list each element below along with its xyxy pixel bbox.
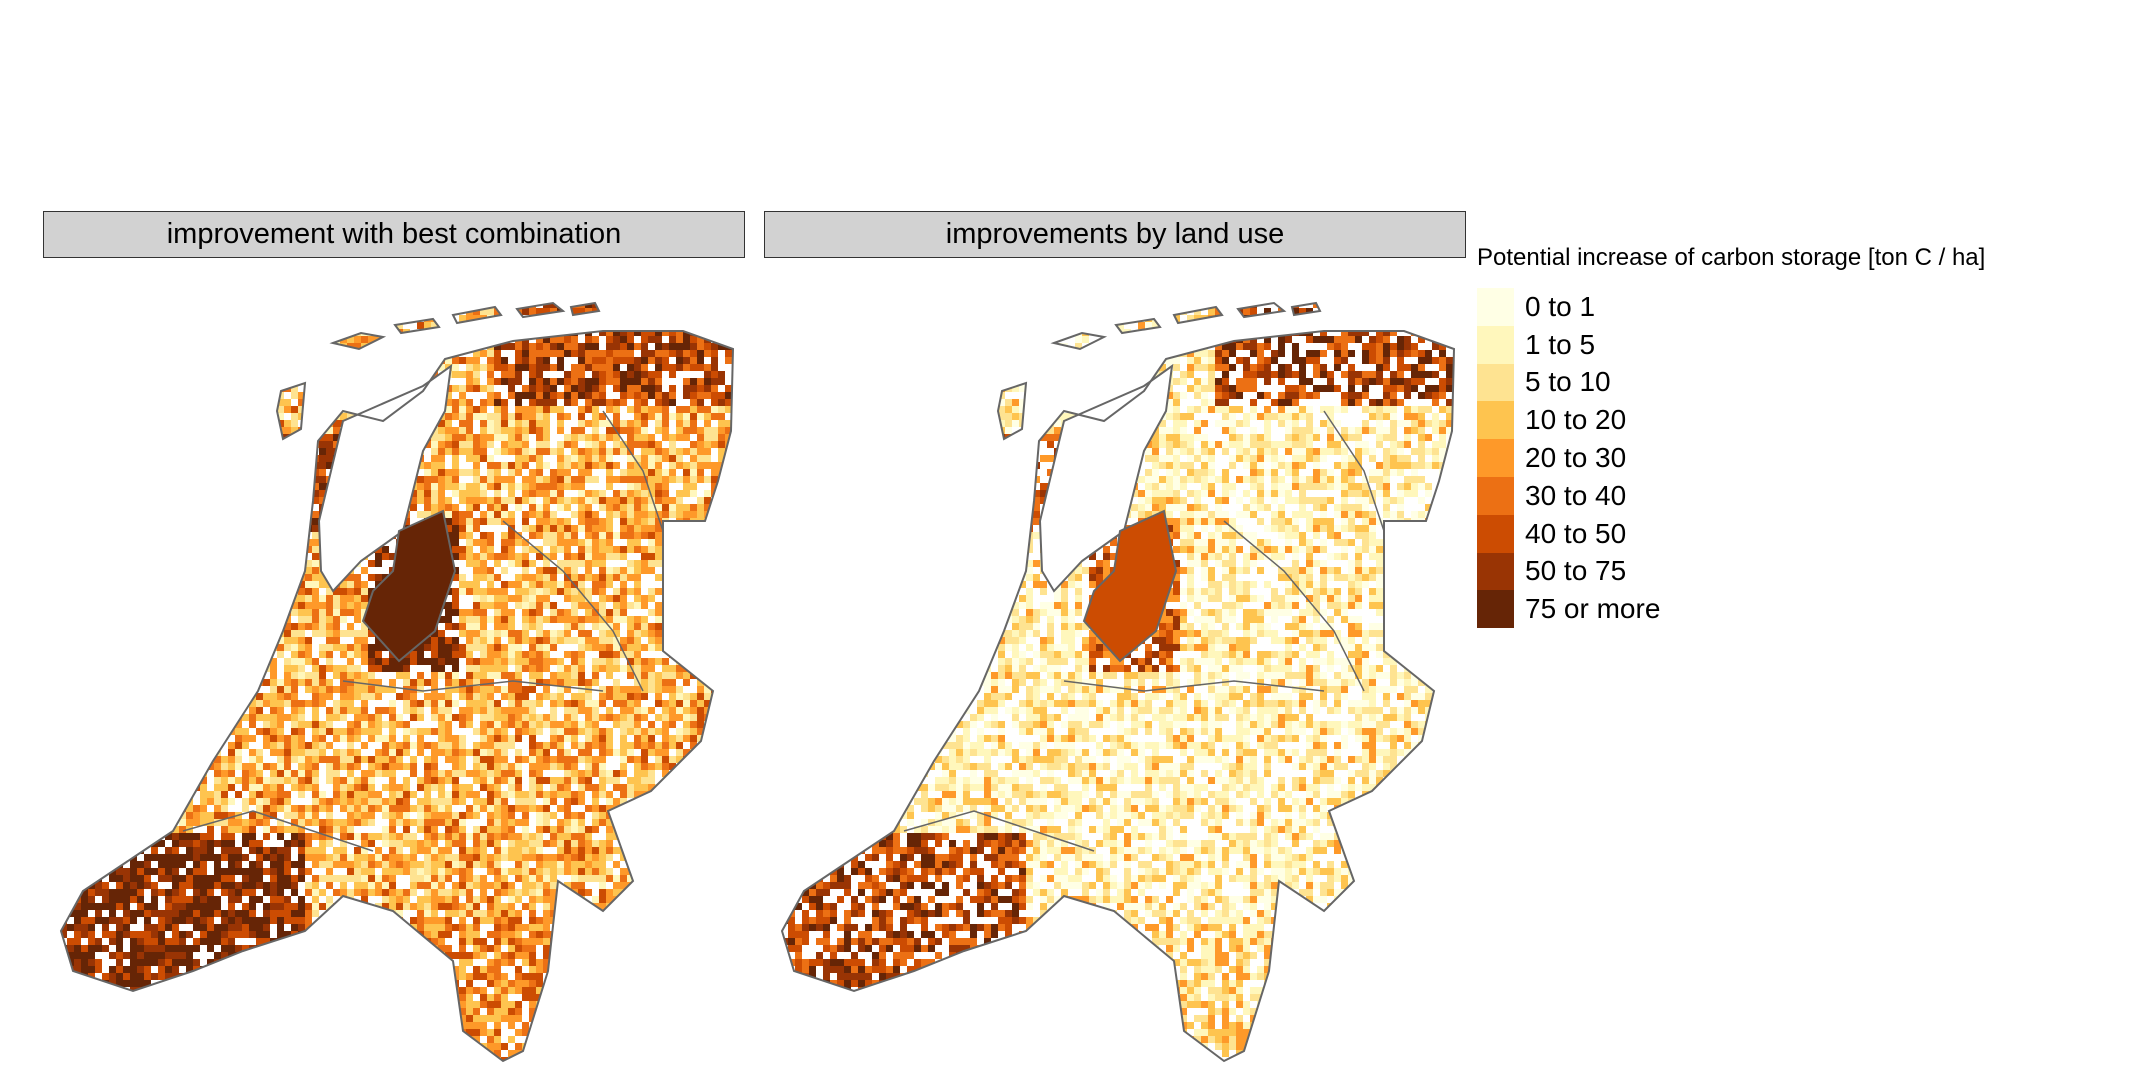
legend-swatch <box>1477 288 1514 326</box>
island-outline <box>1172 305 1224 325</box>
legend-label: 30 to 40 <box>1525 479 1627 511</box>
ijsselmeer-water <box>317 363 453 593</box>
legend-swatch <box>1477 514 1514 553</box>
legend-item: 10 to 20 <box>1477 401 1985 440</box>
legend-label: 20 to 30 <box>1525 442 1627 474</box>
map-panel-land-use: improvements by land use <box>764 211 1466 1065</box>
island-outline <box>1290 301 1322 317</box>
legend-label: 1 to 5 <box>1525 328 1596 360</box>
island-outline <box>515 301 566 319</box>
legend-item: 75 or more <box>1477 590 1985 629</box>
netherlands-map-land-use <box>780 301 1456 1063</box>
map-panel-best-combination: improvement with best combination <box>43 211 745 1065</box>
legend-swatch <box>1477 363 1514 402</box>
flevoland-region <box>361 509 457 663</box>
legend-item: 30 to 40 <box>1477 476 1985 515</box>
legend-item: 1 to 5 <box>1477 325 1985 364</box>
legend-classes: 0 to 1 1 to 5 5 to 10 10 to 20 20 to 30 30 to… <box>1477 288 1985 629</box>
legend-label: 75 or more <box>1525 593 1661 625</box>
island-outline <box>1236 301 1287 319</box>
province-boundary <box>182 810 374 852</box>
flevoland-region <box>1082 509 1178 663</box>
legend-label: 40 to 50 <box>1525 517 1627 549</box>
island-outline <box>569 301 601 317</box>
province-boundary <box>1063 680 1325 692</box>
province-boundary <box>342 680 604 692</box>
island-outline <box>1114 317 1162 335</box>
country-outline <box>59 330 735 1063</box>
province-boundary <box>1323 410 1385 532</box>
legend-swatch <box>1477 590 1514 629</box>
ijsselmeer-water <box>1038 363 1174 593</box>
island-outline <box>1050 331 1108 351</box>
legend-item: 0 to 1 <box>1477 288 1985 326</box>
province-boundary <box>502 520 644 692</box>
legend-item: 40 to 50 <box>1477 514 1985 553</box>
province-boundary <box>1223 520 1365 692</box>
panel-title-land-use: improvements by land use <box>764 211 1466 258</box>
panel-title-best-combination: improvement with best combination <box>43 211 745 258</box>
legend-swatch <box>1477 325 1514 364</box>
legend-item: 20 to 30 <box>1477 439 1985 477</box>
legend-title: Potential increase of carbon storage [to… <box>1477 244 1986 271</box>
province-boundary <box>903 810 1095 852</box>
legend-label: 50 to 75 <box>1525 555 1627 587</box>
legend-label: 0 to 1 <box>1525 290 1596 322</box>
legend-swatch <box>1477 439 1514 477</box>
island-outline <box>329 331 387 351</box>
legend-swatch <box>1477 552 1514 591</box>
legend-item: 5 to 10 <box>1477 363 1985 402</box>
island-outline <box>451 305 503 325</box>
legend-label: 5 to 10 <box>1525 366 1611 398</box>
country-outline <box>780 330 1456 1063</box>
island-outline <box>393 317 441 335</box>
legend-item: 50 to 75 <box>1477 552 1985 591</box>
legend-swatch <box>1477 476 1514 515</box>
legend-label: 10 to 20 <box>1525 404 1627 436</box>
legend: Potential increase of carbon storage [to… <box>1477 244 1986 629</box>
island-outline <box>275 381 307 441</box>
netherlands-map-best-combination <box>59 301 735 1063</box>
legend-swatch <box>1477 401 1514 440</box>
island-outline <box>996 381 1028 441</box>
province-boundary <box>602 410 664 532</box>
